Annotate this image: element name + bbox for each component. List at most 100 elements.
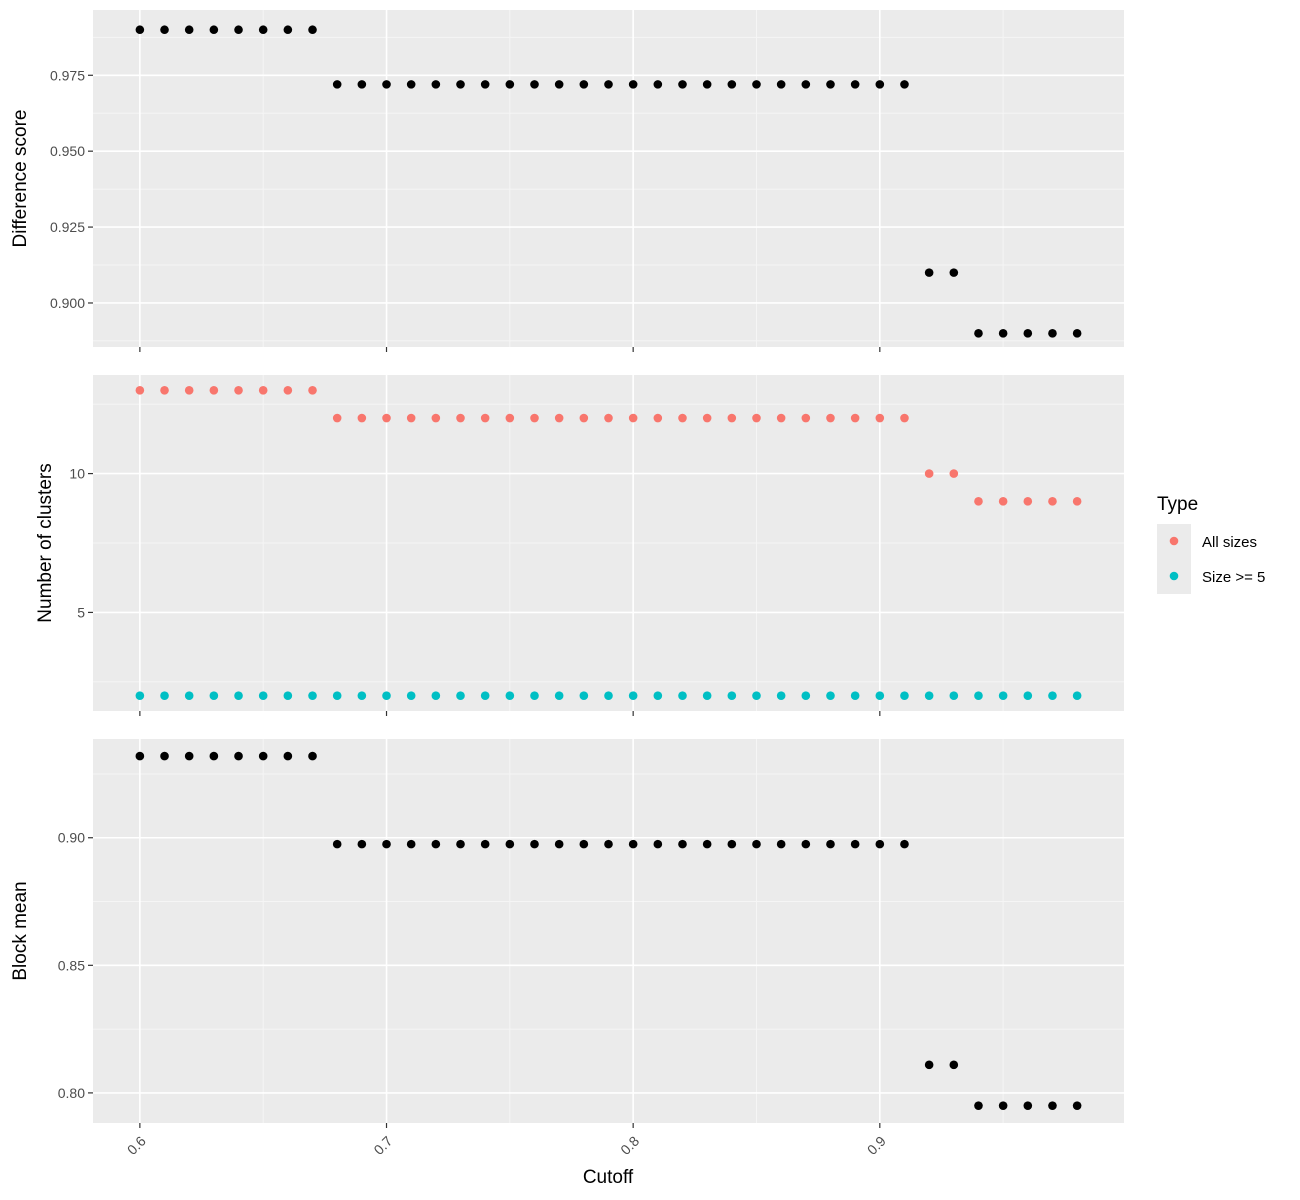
data-point [382,839,391,849]
data-point [505,80,515,89]
y-tick-label: 0.975 [50,67,85,83]
data-point [678,691,687,701]
data-point [752,413,761,423]
data-point [160,751,169,761]
data-point [505,413,515,423]
data-point [850,413,860,423]
data-point [530,691,539,701]
data-point [752,80,761,89]
data-point [998,329,1008,338]
data-point [826,413,835,423]
y-tick-label: 0.925 [50,219,85,235]
data-point [579,80,589,89]
chart-panels: 0.900 0.925 0.950 0.975 Difference score 5 10 N… [10,10,1124,1158]
legend-key-point [1169,571,1179,581]
data-point [727,80,737,89]
data-point [184,385,194,395]
y-tick-label: 10 [69,466,85,482]
data-point [283,385,293,395]
data-point [801,80,811,89]
data-point [850,691,860,701]
data-point [357,413,367,423]
data-point [826,691,835,701]
data-point [1072,497,1082,506]
data-point [308,385,317,395]
data-point [1048,329,1057,338]
data-point [653,413,663,423]
data-point [752,839,761,849]
data-point [702,413,712,423]
data-point [727,691,737,701]
data-point [1048,1101,1057,1110]
panel-background [93,739,1124,1123]
data-point [628,839,638,849]
data-point [653,839,663,849]
data-point [1048,497,1057,506]
data-point [900,413,909,423]
data-point [826,80,835,89]
data-point [332,691,342,701]
data-point [998,497,1008,506]
data-point [332,413,342,423]
data-point [184,691,194,701]
data-point [998,691,1008,701]
data-point [604,80,613,89]
data-point [702,839,712,849]
data-point [431,80,441,89]
data-point [258,751,268,761]
data-point [406,80,416,89]
data-point [480,839,490,849]
legend-item-label: Size >= 5 [1202,569,1265,586]
data-point [678,413,687,423]
data-point [974,329,983,338]
panel-3: 0.80 0.85 0.90 0.6 0.7 0.8 0.9 Block mean [10,739,1124,1158]
y-axis-title: Difference score [10,110,31,248]
data-point [480,691,490,701]
data-point [1023,691,1033,701]
data-point [653,80,663,89]
data-point [801,839,811,849]
data-point [924,268,934,277]
data-point [727,839,737,849]
y-tick-label: 0.90 [58,830,85,846]
data-point [135,751,145,761]
data-point [357,80,367,89]
data-point [505,839,515,849]
data-point [604,839,613,849]
data-point [530,413,539,423]
data-point [258,691,268,701]
data-point [974,1101,983,1110]
data-point [702,80,712,89]
data-point [530,80,539,89]
data-point [579,691,589,701]
x-tick-label: 0.9 [864,1133,889,1158]
data-point [826,839,835,849]
data-point [406,839,416,849]
data-point [949,469,959,478]
data-point [456,691,465,701]
data-point [579,839,589,849]
data-point [554,691,564,701]
data-point [209,385,219,395]
data-point [357,839,367,849]
data-point [1023,329,1033,338]
data-point [1072,1101,1082,1110]
data-point [974,497,983,506]
data-point [184,25,194,35]
data-point [1072,691,1082,701]
data-point [234,751,243,761]
y-axis-title: Number of clusters [35,463,56,622]
legend-key-point [1169,536,1179,546]
data-point [776,80,786,89]
data-point [1048,691,1057,701]
series-points [135,385,1082,506]
data-point [135,25,145,35]
data-point [283,25,293,35]
panel-2: 5 10 Number of clusters [35,375,1124,716]
data-point [604,413,613,423]
legend-items: All sizes Size >= 5 [1157,524,1265,594]
data-point [406,413,416,423]
data-point [974,691,983,701]
x-tick-label: 0.7 [370,1133,395,1158]
